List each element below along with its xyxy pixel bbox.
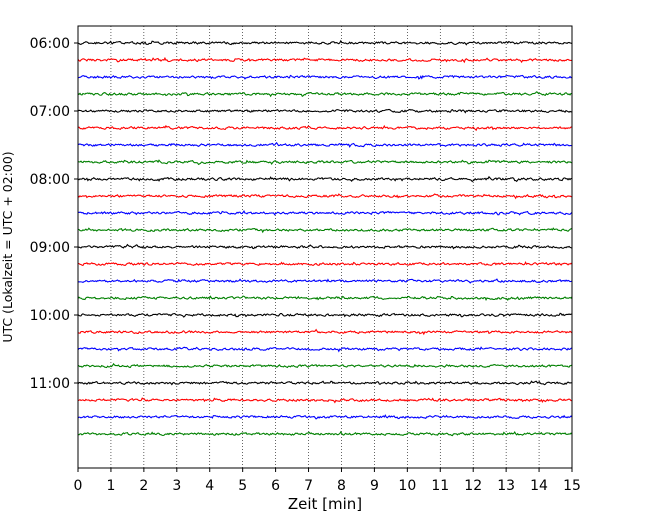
x-tick-label: 0: [74, 478, 83, 494]
trace-line: [77, 91, 573, 98]
x-tick-label: 5: [238, 478, 247, 494]
x-axis-label: Zeit [min]: [288, 495, 362, 513]
trace-line: [77, 328, 573, 336]
x-tick-label: 10: [398, 478, 416, 494]
trace-line: [77, 380, 573, 386]
x-tick-label: 3: [172, 478, 181, 494]
trace-line: [77, 261, 573, 267]
x-tick-label: 11: [431, 478, 449, 494]
trace-line: [77, 124, 573, 132]
trace-line: [77, 141, 573, 148]
trace-line: [77, 312, 573, 318]
trace-line: [77, 278, 573, 284]
x-tick-label: 14: [530, 478, 548, 494]
x-tick-label: 7: [304, 478, 313, 494]
x-tick-label: 12: [464, 478, 482, 494]
x-tick-label: 1: [106, 478, 115, 494]
x-tick-label: 13: [497, 478, 515, 494]
y-axis-label: UTC (Lokalzeit = UTC + 02:00): [0, 151, 15, 342]
y-tick-label: 09:00: [30, 240, 70, 256]
trace-line: [77, 74, 573, 80]
x-tick-label: 8: [337, 478, 346, 494]
x-tick-label: 4: [205, 478, 214, 494]
trace-line: [77, 108, 573, 114]
x-tick-label: 2: [139, 478, 148, 494]
trace-line: [77, 39, 573, 46]
y-tick-label: 10:00: [30, 308, 70, 324]
x-tick-label: 9: [370, 478, 379, 494]
trace-line: [77, 56, 573, 64]
trace-line: [77, 243, 573, 250]
y-axis-ticks: 06:00 07:00 08:00 09:00 10:00 11:00: [30, 36, 78, 392]
trace-line: [77, 175, 573, 183]
y-tick-label: 11:00: [30, 376, 70, 392]
y-tick-label: 08:00: [30, 172, 70, 188]
trace-line: [77, 397, 573, 404]
x-axis-ticks: 0 1 2 3 4 5 6 7 8 9 10 11 12 13 14 15: [74, 468, 581, 494]
trace-line: [77, 295, 573, 302]
x-tick-label: 6: [271, 478, 280, 494]
trace-line: [77, 346, 573, 353]
trace-line: [77, 209, 573, 216]
trace-line: [77, 414, 573, 420]
seismogram-traces: [77, 39, 573, 437]
trace-line: [77, 430, 573, 437]
trace-line: [77, 159, 573, 166]
trace-line: [77, 193, 573, 200]
trace-line: [77, 227, 573, 234]
trace-line: [77, 362, 573, 369]
y-tick-label: 06:00: [30, 36, 70, 52]
x-tick-label: 15: [563, 478, 581, 494]
y-tick-label: 07:00: [30, 104, 70, 120]
